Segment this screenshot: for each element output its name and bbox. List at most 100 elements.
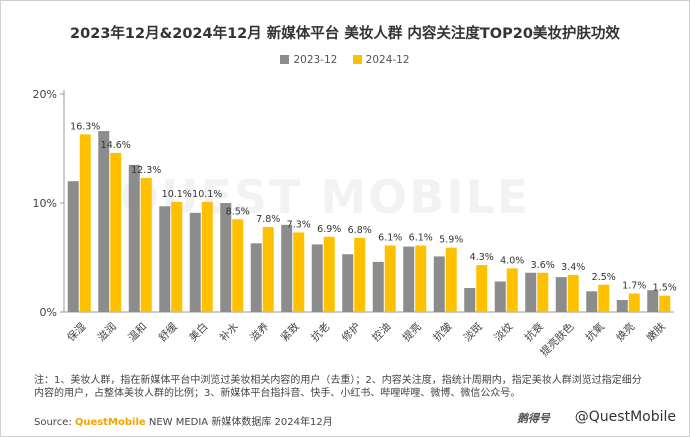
bar-2023 (616, 300, 628, 312)
bar-2024 (537, 272, 549, 312)
bar-2023 (647, 290, 659, 312)
bar-2023 (311, 244, 323, 312)
bar-2024 (171, 201, 183, 312)
source-rest: NEW MEDIA 新媒体数据库 2024年12月 (145, 417, 333, 428)
bar-2024 (79, 134, 91, 312)
bar-2024 (384, 245, 396, 312)
legend-item-2024: 2024-12 (352, 54, 410, 66)
data-label-2024: 10.1% (162, 189, 192, 200)
bar-2023 (342, 254, 354, 312)
bar-2023 (403, 246, 415, 312)
category-label: 紧致 (278, 320, 302, 344)
bar-2023 (281, 224, 293, 312)
data-label-2024: 6.9% (317, 224, 341, 235)
bar-2024 (659, 295, 671, 312)
bar-2023 (189, 212, 201, 312)
bar-2024 (201, 201, 213, 312)
source-line: Source: QuestMobile NEW MEDIA 新媒体数据库 202… (34, 413, 333, 428)
bar-2023 (128, 164, 140, 312)
category-label: 滋养 (247, 320, 271, 344)
category-label: 提亮肤色 (538, 320, 577, 359)
bar-2024 (110, 152, 122, 312)
bar-2024 (293, 232, 305, 312)
category-label: 抗衰 (522, 320, 546, 344)
bar-2023 (67, 181, 79, 312)
y-tick-label: 20% (33, 88, 57, 101)
data-label-2024: 7.3% (287, 219, 311, 230)
data-label-2024: 3.6% (531, 260, 555, 271)
category-label: 温和 (126, 321, 149, 344)
data-label-2024: 1.5% (653, 283, 677, 294)
bar-2024 (354, 237, 366, 312)
data-label-2024: 12.3% (131, 165, 161, 176)
category-label: 美白 (186, 320, 210, 344)
legend-item-2023: 2023-12 (280, 54, 337, 66)
category-label: 舒缓 (156, 320, 180, 344)
data-label-2024: 6.1% (378, 233, 402, 244)
bar-2024 (445, 247, 457, 312)
bar-2024 (262, 226, 274, 312)
bar-2024 (232, 219, 244, 312)
category-label: 嫩肤 (644, 320, 668, 344)
data-label-2024: 7.8% (256, 214, 280, 225)
bar-2023 (464, 288, 476, 312)
platform-logo: 鹅得号 (517, 412, 550, 425)
data-label-2024: 5.9% (439, 235, 463, 246)
data-label-2024: 6.1% (409, 233, 433, 244)
category-label: 滋润 (95, 320, 119, 344)
bar-2024 (567, 274, 579, 312)
data-label-2024: 4.3% (470, 252, 494, 263)
bar-2023 (555, 277, 567, 312)
data-label-2024: 2.5% (592, 272, 616, 283)
bar-2023 (98, 131, 110, 312)
bar-2023 (250, 243, 262, 312)
source-prefix: Source: (34, 417, 75, 428)
bar-2023 (525, 272, 537, 312)
legend-label-2023: 2023-12 (293, 54, 338, 66)
bar-2023 (586, 291, 598, 312)
data-label-2024: 4.0% (500, 255, 524, 266)
y-tick-label: 10% (33, 197, 57, 210)
data-label-2024: 14.6% (101, 140, 131, 151)
bar-2024 (628, 293, 640, 312)
y-tick-label: 0% (40, 306, 57, 319)
bar-2023 (159, 206, 171, 312)
category-label: 提亮 (400, 320, 424, 344)
category-label: 抗氧 (583, 320, 607, 344)
category-label: 修护 (339, 320, 363, 344)
author-handle: @QuestMobile (574, 409, 676, 425)
legend-swatch-2024 (352, 55, 362, 64)
bar-2024 (140, 177, 152, 312)
legend-label-2024: 2024-12 (365, 54, 410, 66)
category-label: 控油 (369, 320, 393, 344)
category-label: 补水 (217, 320, 241, 344)
bar-2024 (598, 284, 610, 312)
data-label-2024: 8.5% (226, 206, 250, 217)
bar-2024 (476, 265, 488, 312)
bar-2024 (415, 245, 427, 312)
category-label: 保湿 (64, 320, 88, 344)
bar-2023 (220, 203, 232, 312)
bar-2024 (506, 268, 518, 312)
data-label-2024: 1.7% (622, 280, 646, 291)
legend-swatch-2023 (280, 55, 290, 64)
data-label-2024: 3.4% (561, 262, 585, 273)
background-watermark: QUEST MOBILE (120, 170, 531, 224)
bar-2024 (323, 236, 335, 312)
legend: 2023-12 2024-12 (0, 54, 690, 66)
category-label: 淡纹 (491, 320, 515, 344)
category-label: 淡斑 (461, 320, 485, 344)
source-brand: QuestMobile (74, 417, 146, 428)
data-label-2024: 10.1% (192, 189, 222, 200)
footnote: 注：1、美妆人群，指在新媒体平台中浏览过美妆相关内容的用户（去重）；2、内容关注… (34, 375, 642, 399)
data-label-2024: 6.8% (348, 225, 372, 236)
bar-2023 (433, 256, 445, 312)
bar-2023 (494, 281, 506, 312)
data-label-2024: 16.3% (70, 121, 100, 132)
category-label: 抗皱 (430, 320, 454, 344)
bar-2023 (372, 261, 384, 312)
chart-title: 2023年12月&2024年12月 新媒体平台 美妆人群 内容关注度TOP20美… (70, 26, 620, 42)
category-label: 抗老 (308, 320, 332, 344)
category-label: 焕亮 (613, 320, 637, 344)
